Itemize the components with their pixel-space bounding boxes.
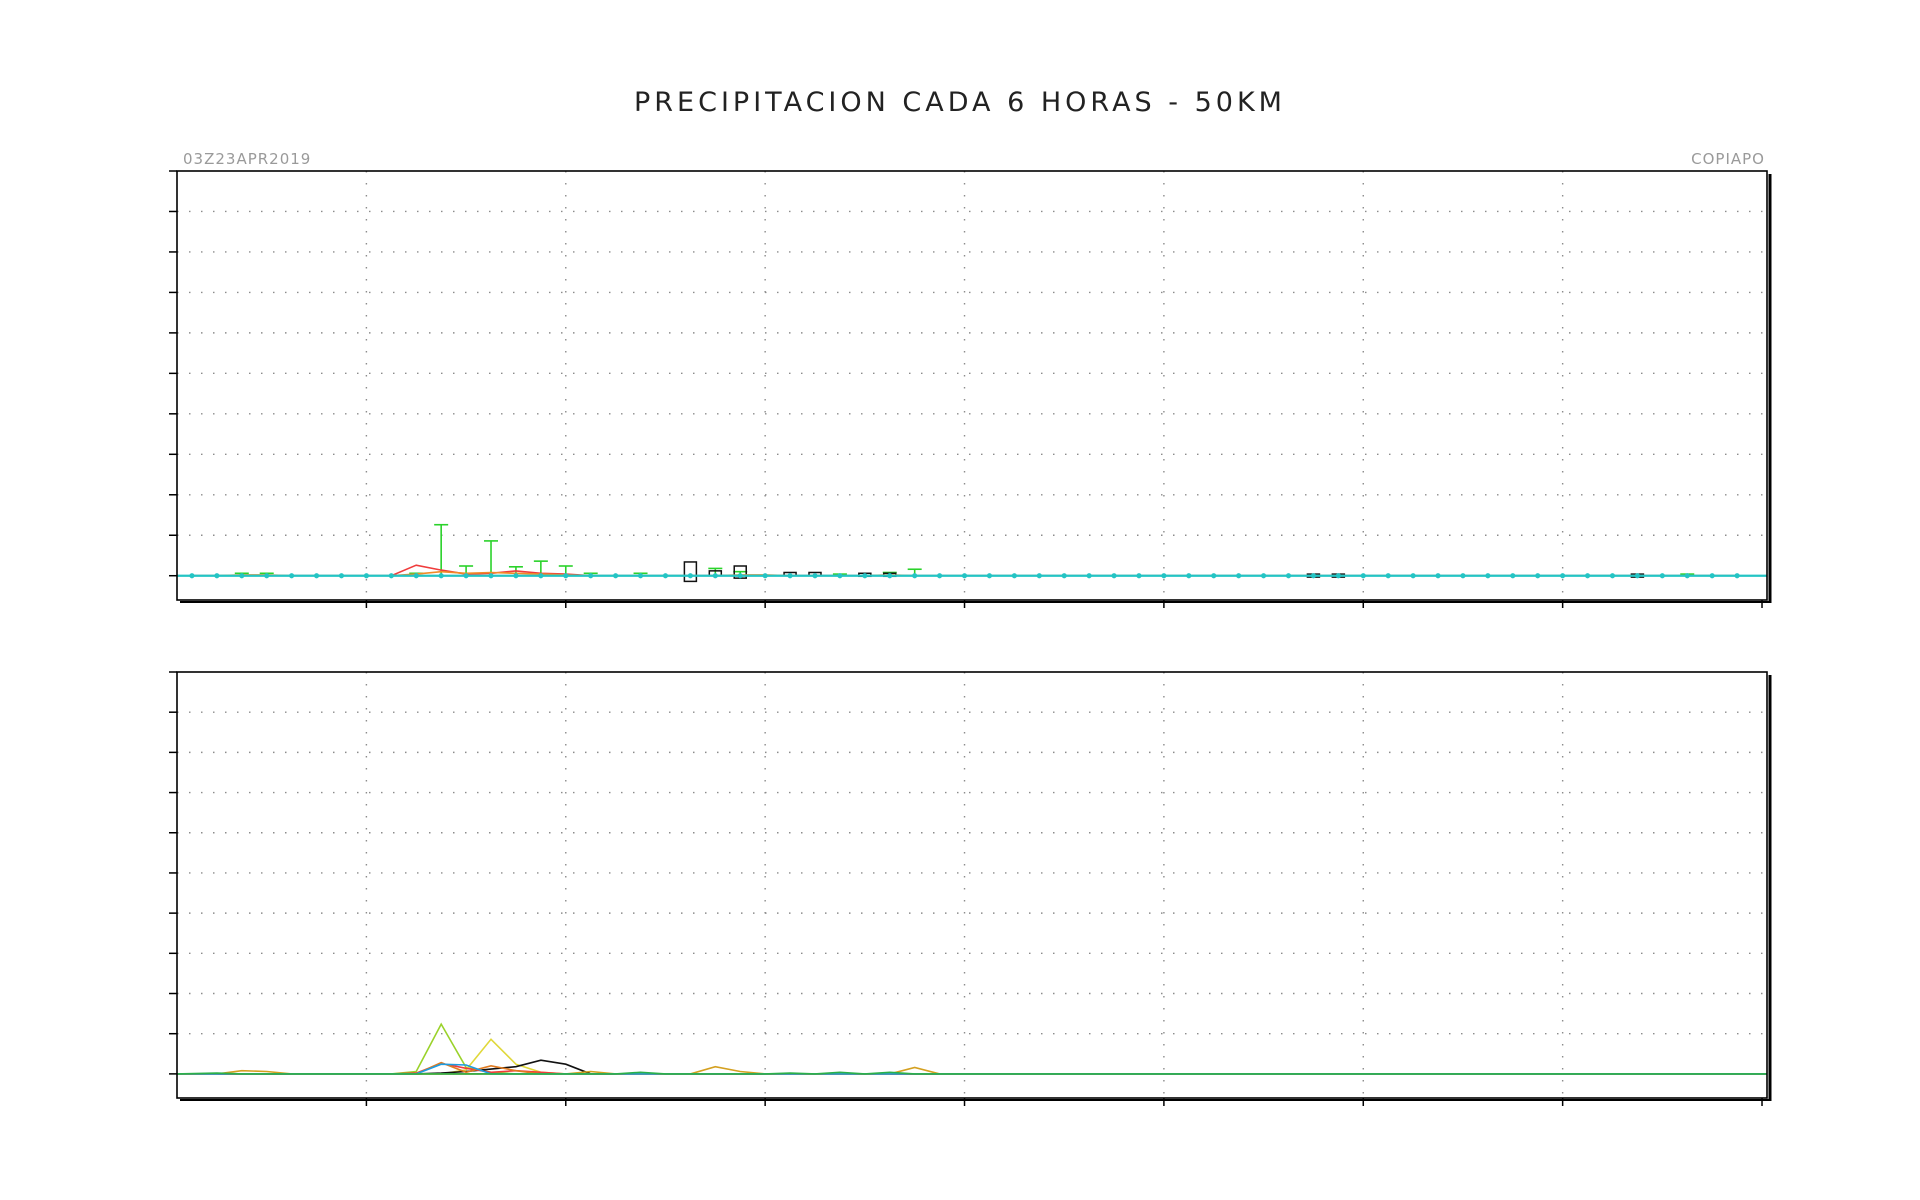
cmc-point <box>463 573 469 579</box>
cmc-point <box>937 573 943 579</box>
cmc-point <box>1385 573 1391 579</box>
cmc-point <box>563 573 569 579</box>
cmc-point <box>363 573 370 579</box>
cmc-point <box>1260 573 1267 579</box>
cmc-point <box>812 573 818 579</box>
cmc-point <box>1236 573 1242 579</box>
cmc-point <box>1560 573 1566 579</box>
member-line <box>177 1038 1767 1075</box>
cmc-point <box>1584 573 1591 579</box>
cmc-point <box>1335 573 1341 579</box>
cmc-point <box>737 573 743 579</box>
cmc-point <box>1161 573 1167 579</box>
dstd-box <box>683 561 698 583</box>
cmc-point <box>1634 573 1641 579</box>
cmc-point <box>1011 573 1017 579</box>
cmc-point <box>1086 573 1092 579</box>
cmc-point <box>538 573 544 579</box>
cmc-point <box>189 573 195 579</box>
cmc-point <box>862 573 868 579</box>
cmc-point <box>239 573 245 579</box>
cmc-point <box>712 573 718 579</box>
cmc-point <box>912 573 918 579</box>
cmc-point <box>887 573 893 579</box>
cmc-point <box>1136 573 1142 579</box>
cmc-point <box>1485 573 1491 579</box>
cmc-point <box>338 573 345 579</box>
cmc-point <box>687 573 693 579</box>
cmc-point <box>1111 573 1117 579</box>
run-label: 03Z23APR2019 <box>183 150 311 168</box>
cmc-point <box>588 573 594 579</box>
cmc-point <box>837 573 843 579</box>
cmc-point <box>438 573 444 579</box>
cmc-point <box>1684 573 1690 579</box>
cmc-point <box>1061 573 1067 579</box>
cmc-point <box>787 573 793 579</box>
cmc-point <box>264 573 270 579</box>
cmc-point <box>1435 573 1441 579</box>
cmc-point <box>289 573 295 579</box>
member-line <box>177 1022 1767 1075</box>
top-panel <box>169 170 1772 608</box>
cmc-point <box>662 573 669 579</box>
cmc-point <box>762 573 768 579</box>
cmc-point <box>488 573 494 579</box>
location-label: COPIAPO <box>1691 150 1765 168</box>
cmc-point <box>961 573 968 579</box>
cmc-point <box>1535 573 1541 579</box>
cmc-point <box>1211 573 1217 579</box>
cmc-point <box>613 573 619 579</box>
cmc-point <box>1734 573 1740 579</box>
chart-title: PRECIPITACION CADA 6 HORAS - 50KM <box>634 87 1286 118</box>
cmc-point <box>388 573 394 579</box>
cmc-point <box>513 573 519 579</box>
cmc-point <box>986 573 993 579</box>
cmc-point <box>1285 573 1292 579</box>
plot-frame <box>176 671 1768 1099</box>
cmc-point <box>1186 573 1192 579</box>
cmc-point <box>1510 573 1516 579</box>
cmc-point <box>413 573 419 579</box>
cmc-point <box>1036 573 1042 579</box>
cmc-point <box>1460 573 1466 579</box>
cmc-point <box>1709 573 1715 579</box>
cmc-point <box>1659 573 1665 579</box>
cmc-point <box>1410 573 1416 579</box>
member-line <box>177 1062 1767 1075</box>
cmc-point <box>214 573 220 579</box>
plot-frame <box>176 170 1768 601</box>
member-line <box>176 1071 1767 1075</box>
cmc-point <box>1609 573 1616 579</box>
cmc-point <box>313 573 320 579</box>
cmc-point <box>1310 573 1317 579</box>
cmc-point <box>637 573 644 579</box>
bottom-panel <box>169 671 1772 1106</box>
cmc-point <box>1360 573 1366 579</box>
